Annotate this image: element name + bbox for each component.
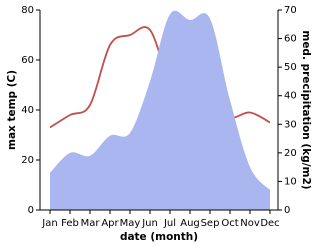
- x-tick-label: Mar: [81, 218, 101, 229]
- y2-axis-label: med. precipitation (kg/m2): [300, 30, 312, 189]
- x-tick-label: Jul: [163, 218, 176, 229]
- x-tick-label: May: [120, 218, 141, 229]
- x-tick-label: Aug: [180, 218, 200, 229]
- y-tick-label: 80: [21, 5, 34, 16]
- x-tick-label: Dec: [260, 218, 279, 229]
- x-tick-label: Apr: [101, 218, 119, 229]
- x-tick-label: Nov: [240, 218, 260, 229]
- y2-tick-label: 0: [284, 205, 290, 216]
- precipitation-area: [50, 10, 270, 211]
- y2-tick-label: 60: [284, 34, 297, 45]
- y2-tick-label: 70: [284, 5, 297, 16]
- y2-tick-label: 50: [284, 62, 297, 73]
- x-axis-label: date (month): [120, 231, 198, 243]
- y-axis-label: max temp (C): [6, 70, 18, 150]
- y2-tick-label: 20: [284, 148, 297, 159]
- x-tick-label: Oct: [221, 218, 238, 229]
- y-tick-label: 20: [21, 155, 34, 166]
- y-tick-label: 40: [21, 105, 34, 116]
- x-tick-label: Jan: [41, 218, 57, 229]
- x-tick-label: Jun: [141, 218, 158, 229]
- y-tick-label: 0: [28, 205, 34, 216]
- y-tick-label: 60: [21, 55, 34, 66]
- y2-tick-label: 40: [284, 91, 297, 102]
- x-tick-label: Sep: [201, 218, 220, 229]
- y2-tick-label: 10: [284, 176, 297, 187]
- y2-tick-label: 30: [284, 119, 297, 130]
- x-tick-label: Feb: [61, 218, 79, 229]
